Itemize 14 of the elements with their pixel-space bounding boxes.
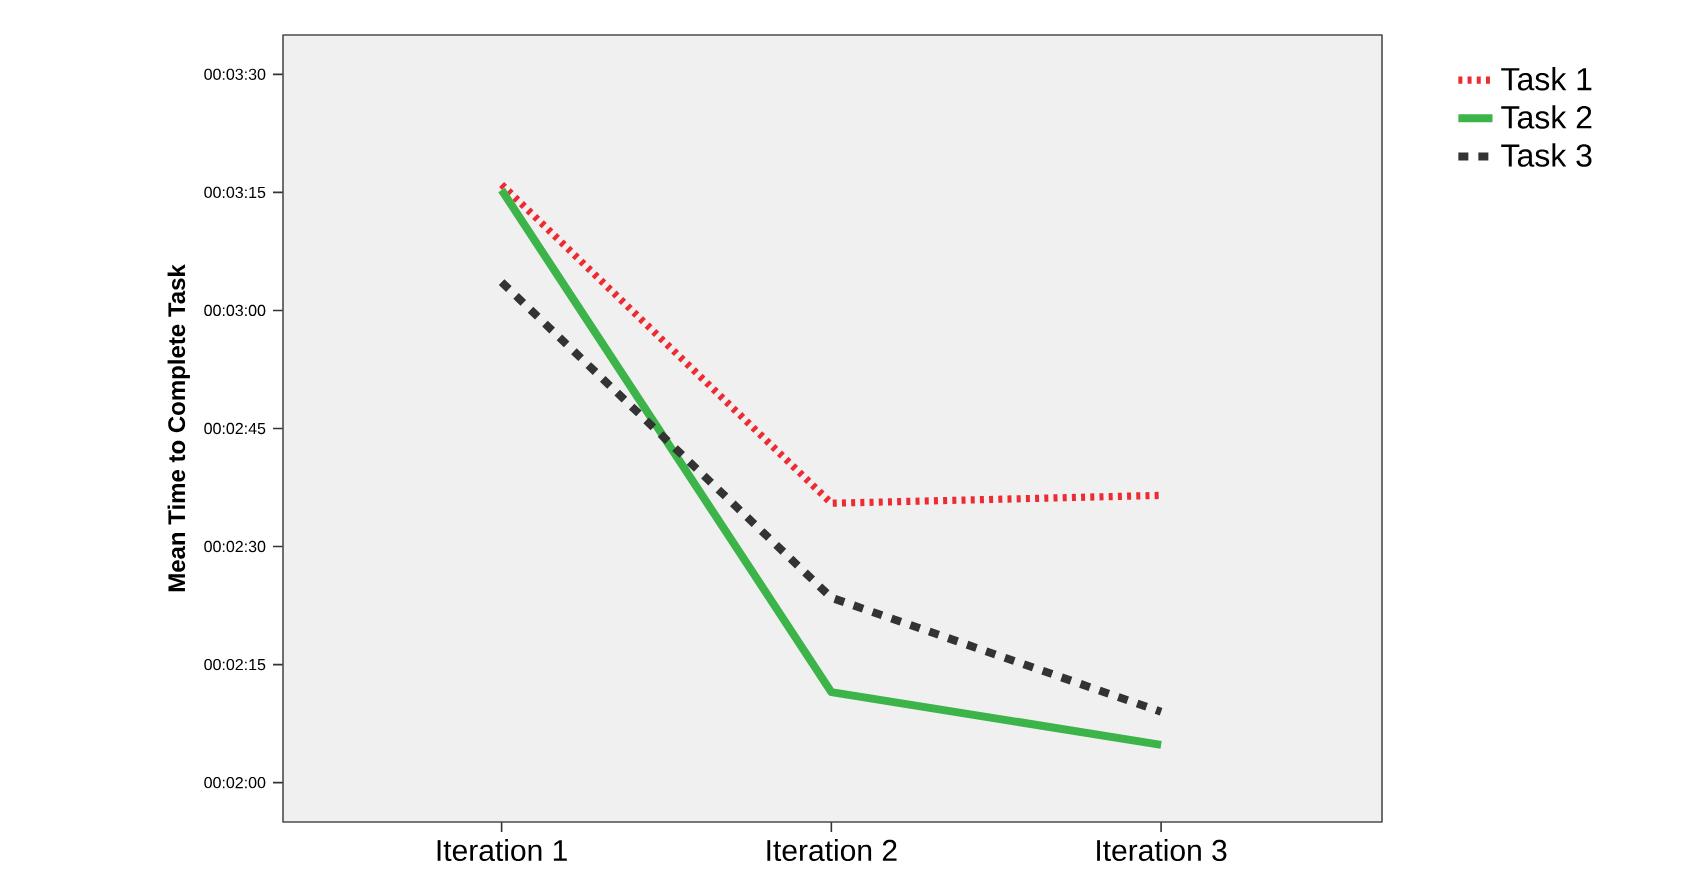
y-tick-label: 00:03:15 xyxy=(204,186,266,199)
y-axis-title: Mean Time to Complete Task xyxy=(167,264,190,592)
y-tick-label: 00:02:45 xyxy=(204,422,266,435)
y-tick-label: 00:02:30 xyxy=(204,540,266,553)
y-tick-label: 00:02:00 xyxy=(204,776,266,789)
x-tick-label: Iteration 3 xyxy=(1097,839,1227,862)
y-tick-label: 00:03:00 xyxy=(204,304,266,317)
legend-label: Task 2 xyxy=(1501,105,1592,129)
y-tick-label: 00:02:15 xyxy=(204,658,266,671)
legend-label: Task 1 xyxy=(1501,67,1592,91)
legend-label: Task 3 xyxy=(1501,143,1592,167)
x-tick-label: Iteration 1 xyxy=(437,839,567,862)
y-tick-label: 00:03:30 xyxy=(204,68,266,80)
x-tick-label: Iteration 2 xyxy=(767,839,897,862)
